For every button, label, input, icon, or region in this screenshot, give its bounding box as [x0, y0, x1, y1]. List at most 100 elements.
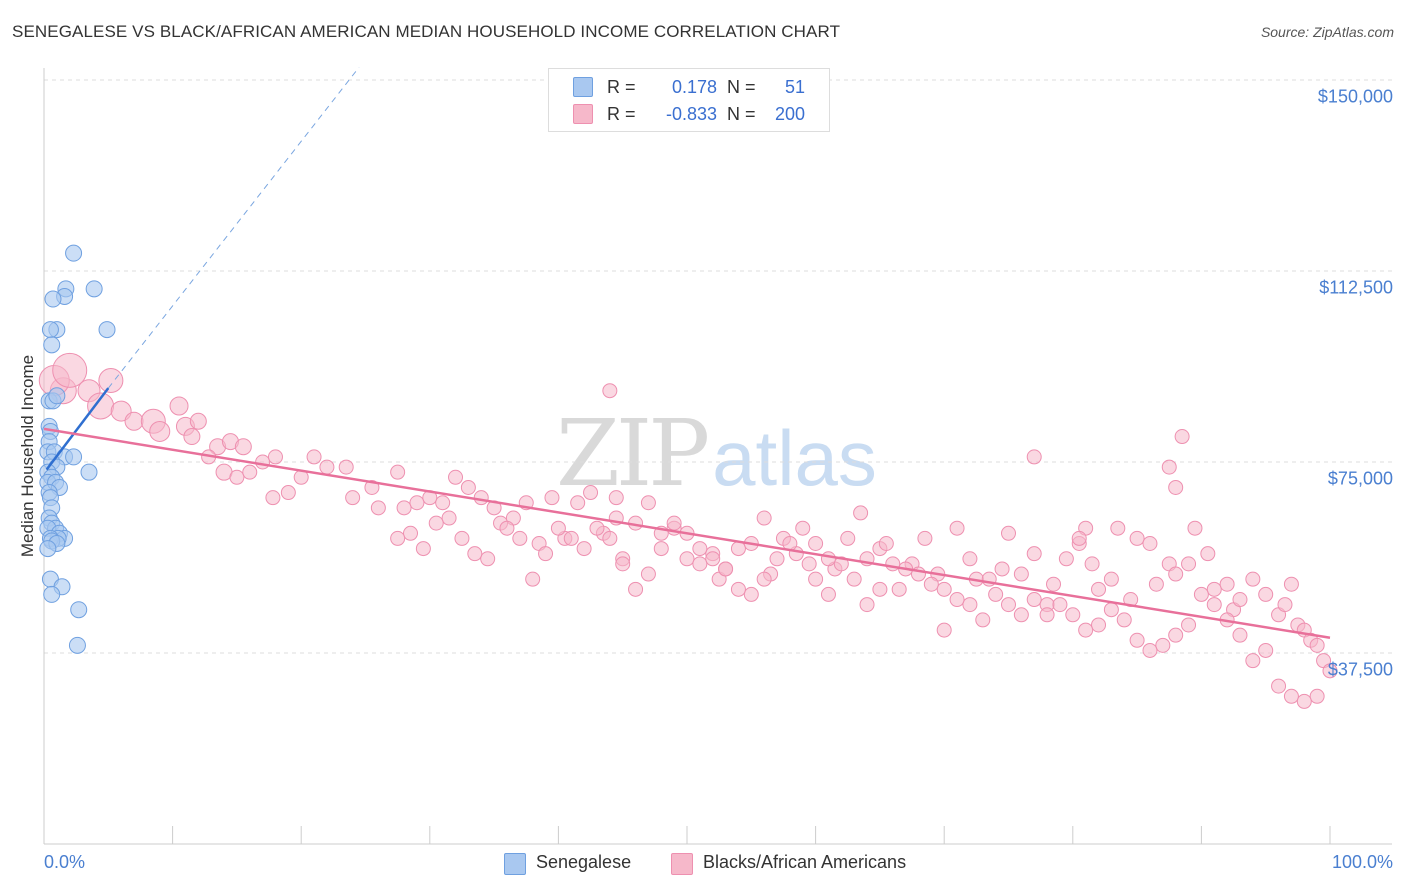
- data-point-blacks-african-americans: [124, 411, 144, 431]
- data-point-blacks-african-americans: [390, 464, 406, 480]
- data-point-blacks-african-americans: [718, 561, 734, 577]
- data-point-blacks-african-americans: [1155, 637, 1171, 653]
- data-point-blacks-african-americans: [234, 438, 252, 456]
- legend: R = 0.178 N = 51 R = -0.833 N = 200: [548, 68, 830, 132]
- data-point-blacks-african-americans: [840, 530, 856, 546]
- trend-line-senegalese-extension: [107, 66, 360, 389]
- data-point-blacks-african-americans: [795, 520, 811, 536]
- data-point-blacks-african-americans: [370, 500, 386, 516]
- data-point-blacks-african-americans: [1309, 637, 1325, 653]
- data-point-blacks-african-americans: [1206, 597, 1222, 613]
- data-point-senegalese: [98, 321, 116, 339]
- data-point-blacks-african-americans: [1129, 632, 1145, 648]
- legend-r-value: 0.178: [671, 77, 717, 97]
- data-point-blacks-african-americans: [801, 556, 817, 572]
- data-point-blacks-african-americans: [1052, 597, 1068, 613]
- data-point-blacks-african-americans: [512, 530, 528, 546]
- data-point-blacks-african-americans: [1245, 653, 1261, 669]
- data-point-blacks-african-americans: [149, 420, 171, 442]
- data-point-blacks-african-americans: [319, 459, 335, 475]
- data-point-blacks-african-americans: [1161, 459, 1177, 475]
- data-point-senegalese: [41, 321, 59, 339]
- data-point-blacks-african-americans: [306, 449, 322, 465]
- data-point-blacks-african-americans: [403, 525, 419, 541]
- data-point-blacks-african-americans: [628, 581, 644, 597]
- data-point-blacks-african-americans: [550, 520, 566, 536]
- data-point-blacks-african-americans: [338, 459, 354, 475]
- data-point-blacks-african-americans: [1174, 429, 1190, 445]
- data-point-blacks-african-americans: [1193, 586, 1209, 602]
- y-tick-label-75000: $75,000: [1327, 468, 1393, 489]
- legend-n-label: N =: [727, 77, 756, 97]
- data-point-blacks-african-americans: [705, 551, 721, 567]
- data-point-blacks-african-americans: [1296, 693, 1312, 709]
- data-point-blacks-african-americans: [409, 495, 425, 511]
- data-point-blacks-african-americans: [267, 449, 283, 465]
- data-point-blacks-african-americans: [1148, 576, 1164, 592]
- data-point-blacks-african-americans: [473, 490, 489, 506]
- data-point-blacks-african-americans: [1277, 597, 1293, 613]
- data-point-blacks-african-americans: [743, 586, 759, 602]
- data-point-blacks-african-americans: [1091, 617, 1107, 633]
- data-point-senegalese: [65, 244, 83, 262]
- data-point-blacks-african-americans: [1283, 688, 1299, 704]
- data-point-blacks-african-americans: [653, 541, 669, 557]
- data-point-blacks-african-americans: [1200, 546, 1216, 562]
- y-tick-label-150000: $150,000: [1317, 86, 1393, 107]
- data-point-blacks-african-americans: [583, 485, 599, 501]
- data-point-blacks-african-americans: [1142, 642, 1158, 658]
- trend-line-senegalese: [45, 387, 110, 471]
- data-point-blacks-african-americans: [1322, 663, 1338, 679]
- data-point-blacks-african-americans: [859, 597, 875, 613]
- data-point-blacks-african-americans: [499, 520, 515, 536]
- data-point-blacks-african-americans: [936, 581, 952, 597]
- data-point-blacks-african-americans: [1001, 597, 1016, 613]
- data-point-blacks-african-americans: [1283, 576, 1299, 592]
- data-point-blacks-african-americans: [454, 530, 470, 546]
- legend-n-value: 200: [774, 104, 805, 124]
- data-point-blacks-african-americans: [608, 490, 624, 506]
- data-point-blacks-african-americans: [833, 556, 849, 572]
- data-point-blacks-african-americans: [808, 571, 824, 587]
- data-point-senegalese: [80, 463, 98, 481]
- data-point-blacks-african-americans: [345, 490, 361, 506]
- data-point-blacks-african-americans: [435, 495, 451, 511]
- data-point-senegalese: [48, 387, 66, 405]
- data-point-blacks-african-americans: [872, 581, 888, 597]
- data-point-blacks-african-americans: [525, 571, 541, 587]
- data-point-senegalese: [39, 540, 57, 558]
- data-point-blacks-african-americans: [949, 520, 965, 536]
- data-point-blacks-african-americans: [255, 454, 271, 470]
- data-point-blacks-african-americans: [169, 396, 189, 416]
- data-point-blacks-african-americans: [769, 551, 785, 567]
- data-point-blacks-african-americans: [189, 412, 207, 430]
- data-point-blacks-african-americans: [666, 515, 682, 531]
- data-point-blacks-african-americans: [576, 541, 592, 557]
- data-point-blacks-african-americans: [1091, 581, 1107, 597]
- data-point-blacks-african-americans: [994, 561, 1010, 577]
- data-point-blacks-african-americans: [390, 530, 406, 546]
- data-point-blacks-african-americans: [891, 581, 907, 597]
- legend-swatch-black-african-americans: [573, 104, 593, 124]
- data-point-blacks-african-americans: [1168, 627, 1184, 643]
- data-point-blacks-african-americans: [563, 530, 579, 546]
- data-point-blacks-african-americans: [1013, 566, 1029, 582]
- data-point-blacks-african-americans: [1103, 602, 1119, 618]
- data-point-blacks-african-americans: [962, 551, 978, 567]
- data-point-senegalese: [85, 280, 103, 298]
- data-point-blacks-african-americans: [98, 368, 124, 394]
- bottom-legend-swatch-senegalese: [504, 853, 526, 875]
- data-point-blacks-african-americans: [640, 566, 656, 582]
- data-point-blacks-african-americans: [692, 556, 708, 572]
- data-point-blacks-african-americans: [1245, 571, 1261, 587]
- data-point-blacks-african-americans: [1181, 617, 1197, 633]
- data-point-blacks-african-americans: [820, 551, 836, 567]
- data-point-blacks-african-americans: [467, 546, 483, 562]
- data-point-blacks-african-americans: [949, 592, 965, 608]
- data-point-blacks-african-americans: [602, 530, 618, 546]
- bottom-legend-label-senegalese: Senegalese: [536, 852, 632, 872]
- data-point-blacks-african-americans: [265, 490, 281, 506]
- data-point-blacks-african-americans: [615, 556, 631, 572]
- data-point-blacks-african-americans: [1187, 520, 1203, 536]
- data-point-senegalese: [43, 336, 61, 354]
